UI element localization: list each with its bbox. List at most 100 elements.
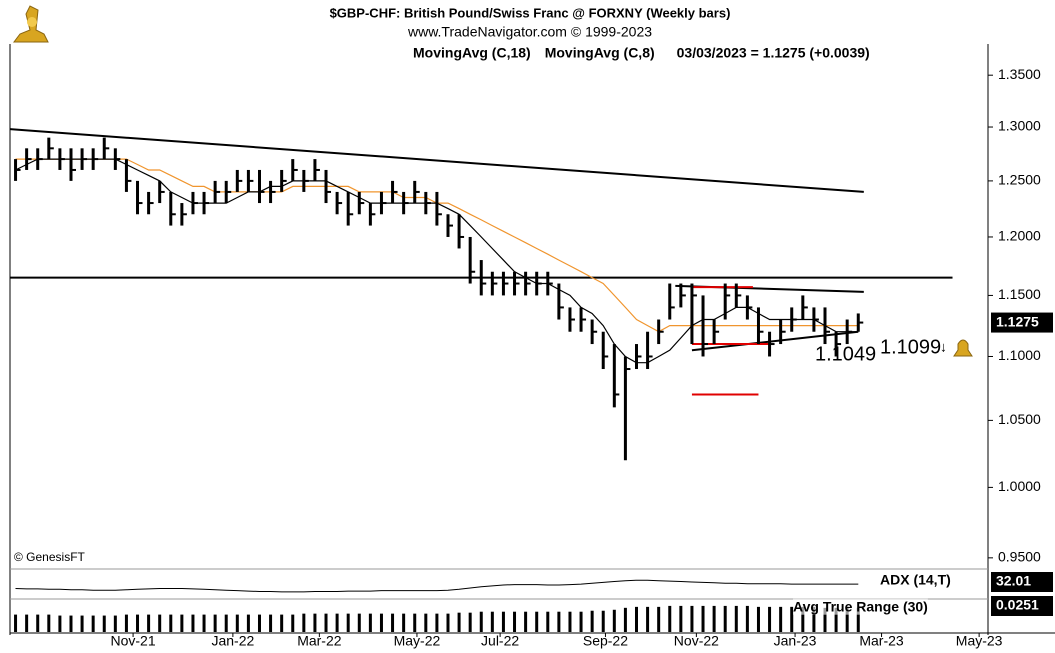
- indicator-bar: [712, 605, 716, 632]
- indicator-bar: [269, 614, 273, 632]
- indicator-bar: [723, 605, 727, 632]
- value-box: [991, 572, 1053, 592]
- indicator-bar: [147, 614, 151, 632]
- indicator-bar: [790, 606, 794, 632]
- indicator-bar: [224, 614, 228, 632]
- annotation: 1.1099: [880, 336, 941, 358]
- indicator-bar: [91, 615, 95, 632]
- chart-subtitle: www.TradeNavigator.com © 1999-2023: [407, 24, 652, 40]
- indicator-bar: [501, 611, 505, 632]
- indicator-bar: [302, 613, 306, 632]
- indicator-bar: [524, 611, 528, 632]
- trend-line: [9, 128, 864, 193]
- indicator-bar: [634, 606, 638, 632]
- indicator-bar: [856, 607, 860, 632]
- indicator-bar: [579, 611, 583, 632]
- label-bg: [793, 598, 928, 615]
- indicator-bar: [457, 612, 461, 632]
- indicator-bar: [169, 614, 173, 632]
- indicator-bar: [124, 614, 128, 632]
- indicator-bar: [80, 615, 84, 632]
- annotation: 1.1049: [815, 343, 876, 365]
- indicator-bar: [535, 611, 539, 632]
- panel-label: Avg True Range (30): [793, 599, 928, 615]
- indicator-bar: [668, 605, 672, 632]
- indicator-bar: [324, 613, 328, 632]
- indicator-bar: [191, 614, 195, 632]
- indicator-bar: [424, 613, 428, 632]
- y-tick-label: 1.0500: [998, 411, 1041, 427]
- indicator-bar: [136, 614, 140, 632]
- legend-entry: MovingAvg (C,18): [413, 45, 531, 61]
- indicator-bar: [845, 607, 849, 632]
- value-label: 0.0251: [996, 597, 1039, 613]
- indicator-bar: [257, 614, 261, 632]
- y-tick-label: 1.2000: [998, 228, 1041, 244]
- legend-entry: MovingAvg (C,8): [545, 45, 655, 61]
- indicator-bar: [446, 613, 450, 632]
- x-tick-label: Mar-23: [859, 633, 904, 649]
- indicator-bar: [756, 606, 760, 632]
- indicator-bar: [734, 605, 738, 632]
- indicator-bar: [36, 614, 40, 632]
- y-tick-label: 1.3000: [998, 118, 1041, 134]
- value-box: [991, 596, 1053, 616]
- indicator-bar: [468, 612, 472, 632]
- indicator-bar: [546, 611, 550, 632]
- indicator-bar: [113, 615, 117, 632]
- logo-dot: [27, 17, 37, 27]
- x-tick-label: Jan-22: [211, 633, 254, 649]
- trend-line: [691, 330, 859, 352]
- bell-icon: [953, 339, 973, 357]
- indicator-bar: [568, 611, 572, 632]
- indicator-bar: [513, 611, 517, 632]
- panel-label: ADX (14,T): [880, 572, 951, 588]
- indicator-bar: [490, 611, 494, 632]
- indicator-bar: [590, 610, 594, 632]
- indicator-bar: [623, 607, 627, 632]
- indicator-bar: [368, 613, 372, 632]
- indicator-bar: [657, 606, 661, 632]
- x-tick-label: Nov-21: [111, 633, 156, 649]
- indicator-bar: [612, 609, 616, 632]
- indicator-bar: [812, 606, 816, 632]
- y-tick-label: 1.2500: [998, 172, 1041, 188]
- indicator-bar: [801, 606, 805, 632]
- indicator-bar: [180, 614, 184, 632]
- x-tick-label: May-22: [394, 633, 441, 649]
- alarm-icon: ↓: [940, 339, 973, 357]
- indicator-bar: [102, 615, 106, 632]
- y-tick-label: 0.9500: [998, 549, 1041, 565]
- indicator-bar: [58, 615, 62, 632]
- indicator-bar: [14, 614, 18, 632]
- x-tick-label: Jan-23: [774, 633, 817, 649]
- indicator-bar: [479, 611, 483, 632]
- indicator-bar: [768, 606, 772, 632]
- indicator-bar: [745, 605, 749, 632]
- indicator-bar: [834, 607, 838, 632]
- indicator-bar: [246, 614, 250, 632]
- indicator-bar: [379, 613, 383, 632]
- indicator-bar: [47, 614, 51, 632]
- indicator-bar: [435, 613, 439, 632]
- indicator-line: [15, 579, 859, 593]
- indicator-bar: [313, 613, 317, 632]
- indicator-bar: [357, 613, 361, 632]
- indicator-bar: [679, 605, 683, 632]
- indicator-bar: [335, 613, 339, 632]
- indicator-bar: [346, 613, 350, 632]
- indicator-bar: [235, 614, 239, 632]
- indicator-bar: [280, 614, 284, 632]
- credit: © GenesisFT: [14, 550, 86, 564]
- indicator-bar: [25, 614, 29, 632]
- logo: [13, 5, 49, 43]
- indicator-bar: [779, 606, 783, 632]
- indicator-bar: [557, 611, 561, 632]
- indicator-bar: [601, 610, 605, 632]
- indicator-bar: [391, 613, 395, 632]
- y-tick-label: 1.1500: [998, 286, 1041, 302]
- x-tick-label: Jul-22: [481, 633, 519, 649]
- indicator-bar: [413, 613, 417, 632]
